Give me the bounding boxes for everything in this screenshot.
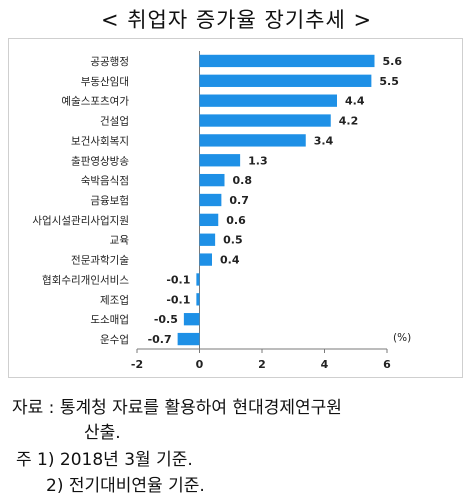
source-note-continued: 산출.	[84, 423, 121, 443]
x-tick-label: 4	[321, 358, 329, 371]
footnote-2: 2) 전기대비연율 기준.	[46, 476, 205, 496]
bar	[199, 134, 306, 147]
bar	[196, 273, 200, 286]
data-label: 0.4	[220, 254, 240, 267]
bar	[177, 332, 200, 346]
x-tick-label: 2	[258, 358, 266, 371]
category-label: 숙박음식점	[81, 175, 129, 187]
category-label: 예술스포츠여가	[61, 95, 129, 108]
bar	[199, 114, 331, 127]
category-label: 건설업	[100, 115, 129, 128]
category-label: 협회수리개인서비스	[42, 273, 129, 286]
bar	[199, 54, 375, 68]
bar-chart: -2 0 2 4 6 공공행정 5.6 부동산임대 5.5 예술스포츠여가 4.4 건설업 4.2 보건사…	[32, 51, 411, 371]
data-label: -0.5	[154, 313, 178, 326]
data-label: -0.7	[148, 333, 172, 346]
data-label: -0.1	[166, 293, 190, 306]
category-label: 출판영상방송	[71, 155, 129, 167]
data-label: 0.8	[233, 174, 253, 187]
data-label: -0.1	[166, 273, 190, 286]
data-label: 5.6	[383, 55, 403, 68]
x-tick-label: -2	[131, 358, 143, 371]
x-tick-label: 0	[196, 358, 204, 371]
bar	[199, 154, 241, 167]
category-label: 전문과학기술	[71, 255, 129, 267]
data-label: 5.5	[379, 75, 399, 88]
data-label: 0.5	[223, 234, 243, 247]
category-label: 부동산임대	[81, 75, 129, 88]
data-label: 0.6	[226, 214, 246, 227]
category-label: 사업시설관리사업지원	[32, 214, 129, 227]
category-label: 금융보험	[90, 195, 129, 207]
chart-frame: -2 0 2 4 6 공공행정 5.6 부동산임대 5.5 예술스포츠여가 4.4 건설업 4.2 보건사…	[8, 38, 463, 378]
category-label: 제조업	[100, 293, 129, 306]
bar	[199, 253, 212, 266]
bar	[199, 193, 222, 207]
data-label: 3.4	[314, 134, 334, 147]
category-label: 교육	[110, 235, 130, 247]
bar	[183, 313, 200, 326]
chart-title: < 취업자 증가율 장기추세 >	[100, 8, 373, 32]
unit-label: (%)	[393, 332, 411, 344]
category-label: 공공행정	[90, 56, 129, 68]
category-label: 운수업	[100, 333, 129, 346]
data-label: 4.2	[339, 115, 359, 128]
footnote-1: 주 1) 2018년 3월 기준.	[16, 450, 193, 470]
bar	[199, 94, 337, 107]
data-label: 4.4	[345, 95, 365, 108]
bar	[199, 173, 225, 187]
source-note: 자료 : 통계청 자료를 활용하여 현대경제연구원	[12, 398, 342, 418]
category-label: 도소매업	[90, 313, 129, 326]
bar	[199, 213, 219, 227]
bar	[199, 233, 216, 246]
bar	[196, 293, 200, 306]
x-tick-label: 6	[383, 358, 391, 371]
bar	[199, 74, 372, 87]
data-label: 0.7	[229, 194, 249, 207]
category-label: 보건사회복지	[71, 135, 129, 147]
data-label: 1.3	[248, 154, 268, 167]
